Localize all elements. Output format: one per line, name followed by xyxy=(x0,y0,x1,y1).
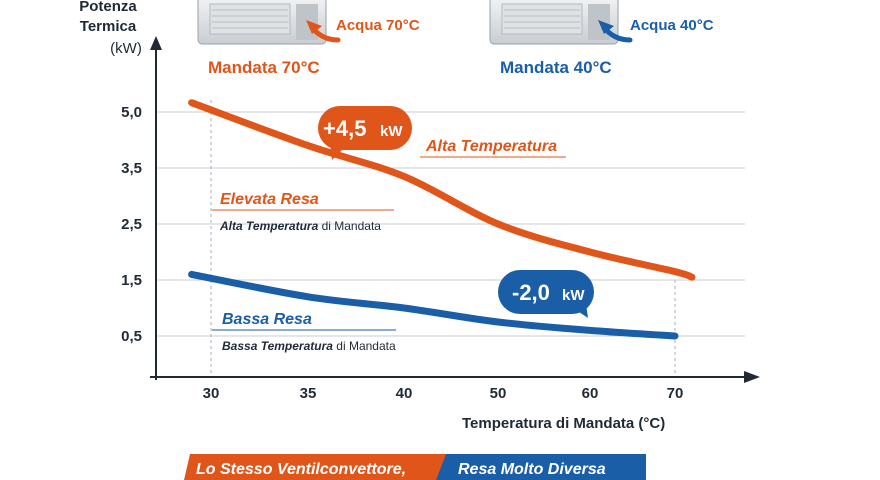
callout-minus-value: -2,0 xyxy=(512,280,550,305)
x-tick-label: 30 xyxy=(203,385,220,402)
series-line-alta-temperatura xyxy=(188,99,696,281)
y-tick-label: 0,5 xyxy=(121,328,142,345)
x-tick-label: 50 xyxy=(490,385,507,402)
y-tick-label: 3,5 xyxy=(121,160,142,177)
y-tick-label: 5,0 xyxy=(121,104,142,121)
cold-water-label: Acqua 40°C xyxy=(630,17,714,34)
x-tick-label: 35 xyxy=(300,385,317,402)
hot-water-arrowhead-icon xyxy=(306,20,322,34)
elevata-resa-note-rest: di Mandata xyxy=(318,219,381,233)
hot-water-label: Acqua 70°C xyxy=(336,17,420,34)
cold-water-arrowhead-icon xyxy=(598,20,614,34)
callout-plus: +4,5 kW xyxy=(318,106,412,160)
callout-plus-value: +4,5 xyxy=(323,116,366,141)
banner-left-text: Lo Stesso Ventilconvettore, xyxy=(196,461,406,478)
y-axis-unit: (kW) xyxy=(110,40,142,57)
cold-fancoil-unit xyxy=(489,0,619,45)
banner-right-text: Resa Molto Diversa xyxy=(458,461,606,478)
y-tick-label: 2,5 xyxy=(121,216,142,233)
y-axis-arrowhead-icon xyxy=(150,36,162,50)
callout-plus-unit: kW xyxy=(380,123,403,140)
hot-fancoil-unit xyxy=(197,0,327,45)
y-tick-label: 1,5 xyxy=(121,272,142,289)
y-axis-title-line2: Termica xyxy=(80,18,137,35)
elevata-resa-note-bold: Alta Temperatura xyxy=(219,219,319,233)
x-tick-label: 70 xyxy=(667,385,684,402)
cold-unit-title: Mandata 40°C xyxy=(500,58,612,77)
elevata-resa-note: Alta Temperatura di Mandata xyxy=(219,219,381,233)
bottom-banner: Lo Stesso Ventilconvettore, Resa Molto D… xyxy=(184,454,646,480)
callout-minus-unit: kW xyxy=(562,287,585,304)
bassa-resa-note-rest: di Mandata xyxy=(333,339,396,353)
callout-minus: -2,0 kW xyxy=(498,270,594,318)
hot-unit-title: Mandata 70°C xyxy=(208,58,320,77)
high-series-label: Alta Temperatura xyxy=(425,138,557,155)
series-line-bassa-temperatura xyxy=(188,270,679,340)
x-axis-title: Temperatura di Mandata (°C) xyxy=(462,415,665,432)
x-tick-label: 40 xyxy=(396,385,413,402)
elevata-resa-title: Elevata Resa xyxy=(220,191,319,208)
bassa-resa-title: Bassa Resa xyxy=(222,311,312,328)
bassa-resa-note-bold: Bassa Temperatura xyxy=(222,339,333,353)
bassa-resa-note: Bassa Temperatura di Mandata xyxy=(222,339,396,353)
y-axis-title-line1: Potenza xyxy=(79,0,137,15)
x-axis-arrowhead-icon xyxy=(744,371,760,383)
x-tick-label: 60 xyxy=(582,385,599,402)
